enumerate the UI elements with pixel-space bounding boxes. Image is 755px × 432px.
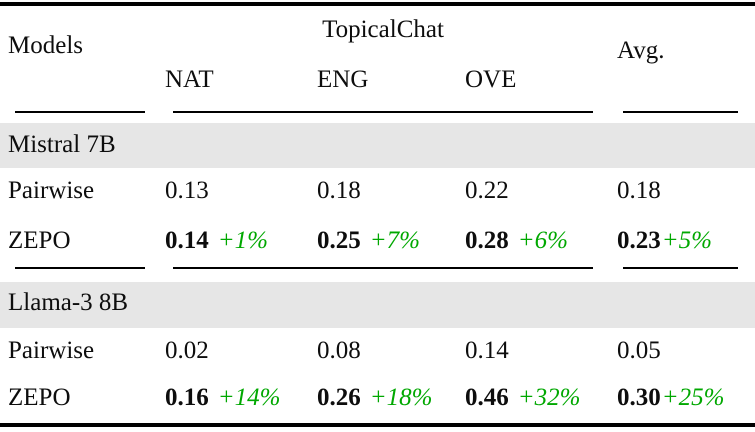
value-nat: 0.16 +14% [165, 385, 280, 410]
cmidrule-avg [623, 111, 738, 113]
score: 0.30 [617, 384, 661, 411]
row-label: Pairwise [8, 177, 95, 204]
section-band-llama [0, 282, 755, 328]
score: 0.16 [165, 384, 209, 411]
col-header-nat: NAT [165, 66, 214, 93]
value-avg: 0.23+5% [617, 228, 712, 253]
table-bottom-rule [0, 423, 755, 427]
value-ove: 0.22 [465, 177, 509, 204]
table-row-mistral-zepo: ZEPO 0.14 +1% 0.25 +7% 0.28 +6% 0.23+5% [0, 228, 755, 253]
delta-percent: +7% [369, 227, 420, 254]
delta-percent: +32% [517, 384, 581, 411]
value-eng: 0.18 [317, 177, 361, 204]
cmidrule-models-2 [15, 267, 145, 269]
value-eng: 0.26 +18% [317, 385, 432, 410]
cmidrule-topicalchat [173, 111, 593, 113]
cmidrule-models [15, 111, 145, 113]
value-nat: 0.14 +1% [165, 228, 268, 253]
row-label: ZEPO [8, 384, 71, 411]
value-eng: 0.08 [317, 337, 361, 364]
delta-percent: +1% [217, 227, 268, 254]
table-top-rule [0, 2, 755, 6]
delta-percent: +5% [661, 227, 712, 254]
value-ove: 0.46 +32% [465, 385, 580, 410]
delta-percent: +18% [369, 384, 433, 411]
section-title-llama: Llama-3 8B [8, 289, 129, 316]
delta-percent: +6% [517, 227, 568, 254]
row-label: ZEPO [8, 227, 71, 254]
value-nat: 0.13 [165, 177, 209, 204]
col-header-ove: OVE [465, 66, 517, 93]
row-label: Pairwise [8, 337, 95, 364]
value-ove: 0.28 +6% [465, 228, 568, 253]
value-ove: 0.14 [465, 337, 509, 364]
value-nat: 0.02 [165, 337, 209, 364]
score: 0.14 [165, 227, 209, 254]
score: 0.46 [465, 384, 509, 411]
score: 0.28 [465, 227, 509, 254]
section-title-mistral: Mistral 7B [8, 131, 116, 158]
table-row-mistral-pairwise: Pairwise 0.13 0.18 0.22 0.18 [0, 178, 755, 203]
value-avg: 0.30+25% [617, 385, 724, 410]
delta-percent: +25% [661, 384, 725, 411]
col-header-avg: Avg. [617, 37, 665, 64]
cmidrule-avg-2 [623, 267, 738, 269]
table-row-llama-pairwise: Pairwise 0.02 0.08 0.14 0.05 [0, 338, 755, 363]
score: 0.23 [617, 227, 661, 254]
group-header-topicalchat: TopicalChat [322, 16, 444, 43]
score: 0.25 [317, 227, 361, 254]
value-avg: 0.05 [617, 337, 661, 364]
col-header-models: Models [8, 32, 83, 59]
value-avg: 0.18 [617, 177, 661, 204]
section-band-mistral [0, 123, 755, 168]
score: 0.26 [317, 384, 361, 411]
delta-percent: +14% [217, 384, 281, 411]
table-row-llama-zepo: ZEPO 0.16 +14% 0.26 +18% 0.46 +32% 0.30+25% [0, 385, 755, 410]
col-header-eng: ENG [317, 66, 369, 93]
value-eng: 0.25 +7% [317, 228, 420, 253]
cmidrule-topicalchat-2 [173, 267, 593, 269]
